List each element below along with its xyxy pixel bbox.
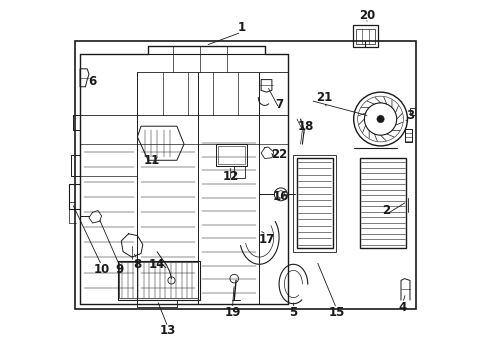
Bar — [234, 166, 245, 178]
Bar — [353, 25, 378, 47]
Text: 9: 9 — [115, 263, 123, 276]
Text: 5: 5 — [289, 306, 297, 319]
Text: 21: 21 — [316, 91, 332, 104]
Text: 19: 19 — [224, 306, 241, 319]
Bar — [118, 261, 200, 300]
Text: 2: 2 — [383, 204, 391, 217]
Text: 3: 3 — [406, 109, 414, 122]
Text: 15: 15 — [328, 306, 344, 319]
Bar — [218, 146, 245, 164]
Text: 18: 18 — [298, 120, 314, 133]
Circle shape — [377, 116, 384, 123]
Text: 22: 22 — [271, 148, 287, 161]
Bar — [356, 29, 375, 44]
Text: 14: 14 — [149, 258, 165, 271]
Text: 20: 20 — [359, 9, 375, 22]
Text: 16: 16 — [272, 190, 289, 203]
Text: 13: 13 — [160, 324, 176, 337]
Text: 12: 12 — [222, 170, 239, 183]
Bar — [405, 129, 413, 142]
Text: 17: 17 — [258, 233, 274, 246]
Text: 10: 10 — [94, 263, 110, 276]
Text: 8: 8 — [133, 258, 142, 271]
Bar — [360, 158, 406, 248]
Text: 1: 1 — [237, 21, 245, 34]
Bar — [120, 262, 198, 298]
Text: 6: 6 — [89, 75, 97, 88]
Bar — [74, 41, 416, 309]
Text: 7: 7 — [275, 98, 283, 111]
Text: 11: 11 — [144, 154, 160, 167]
Bar — [216, 144, 247, 166]
Text: 4: 4 — [399, 301, 407, 314]
Bar — [297, 158, 333, 248]
Bar — [410, 108, 416, 116]
Bar — [294, 155, 337, 252]
